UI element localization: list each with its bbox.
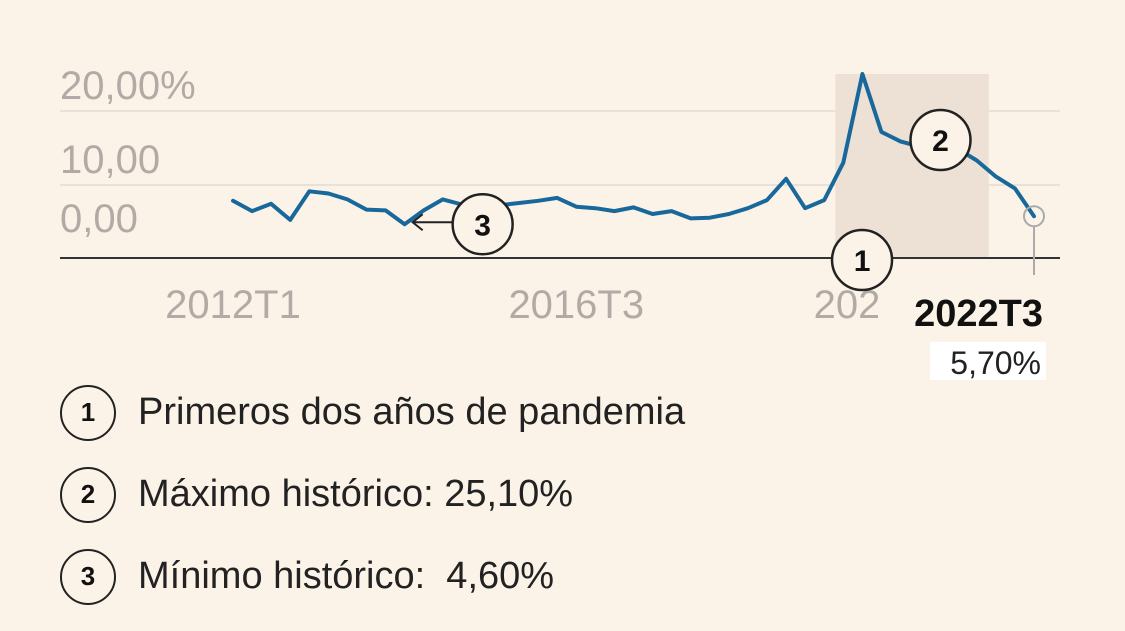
legend-badge: 2 — [60, 466, 116, 523]
end-point-value: 5,70% — [950, 345, 1041, 380]
legend-badge: 1 — [60, 384, 116, 441]
end-point-value-bg — [930, 342, 1046, 380]
legend: 1 Primeros dos años de pandemia 2 Máximo… — [60, 384, 686, 631]
y-tick-label: 10,00 — [60, 138, 160, 182]
end-point-label: 2022T3 — [914, 293, 1043, 335]
marker-3-circle — [451, 193, 514, 256]
marker-1-label: 1 — [854, 245, 871, 278]
legend-item-3: 3 Mínimo histórico: 4,60% — [60, 548, 685, 605]
y-tick-label: 0,00 — [60, 197, 138, 241]
end-point: 2022T3 5,70% — [878, 205, 1046, 380]
end-point-label-bg — [878, 287, 1046, 333]
x-tick-label: 2012T1 — [165, 283, 301, 327]
marker-2-circle — [909, 108, 972, 172]
end-point-dot — [1023, 205, 1045, 228]
legend-text: Primeros dos años de pandemia — [138, 391, 686, 433]
marker-3-label: 3 — [474, 209, 491, 242]
x-tick-label: 2016T3 — [508, 283, 644, 327]
marker-2-label: 2 — [932, 125, 949, 158]
legend-item-2: 2 Máximo histórico: 25,10% — [60, 466, 685, 523]
legend-text: Mínimo histórico: 4,60% — [138, 555, 555, 597]
annotation-markers: 1 2 3 — [411, 108, 972, 292]
x-axis: 2012T12016T32020T3 — [165, 283, 949, 327]
series-line — [231, 72, 1036, 227]
marker-1-circle — [830, 228, 894, 292]
y-axis: 20,00% 10,00 0,00 — [60, 64, 196, 241]
legend-badge: 3 — [60, 548, 116, 605]
legend-item-1: 1 Primeros dos años de pandemia — [60, 384, 686, 441]
y-tick-label: 20,00% — [60, 64, 196, 108]
pandemic-shade-region — [835, 74, 989, 258]
legend-text: Máximo histórico: 25,10% — [138, 473, 574, 515]
line-chart: 20,00%10,000,00 2012T12016T32020T3 123 2… — [60, 64, 1060, 380]
marker-3-arrowhead — [411, 213, 424, 232]
